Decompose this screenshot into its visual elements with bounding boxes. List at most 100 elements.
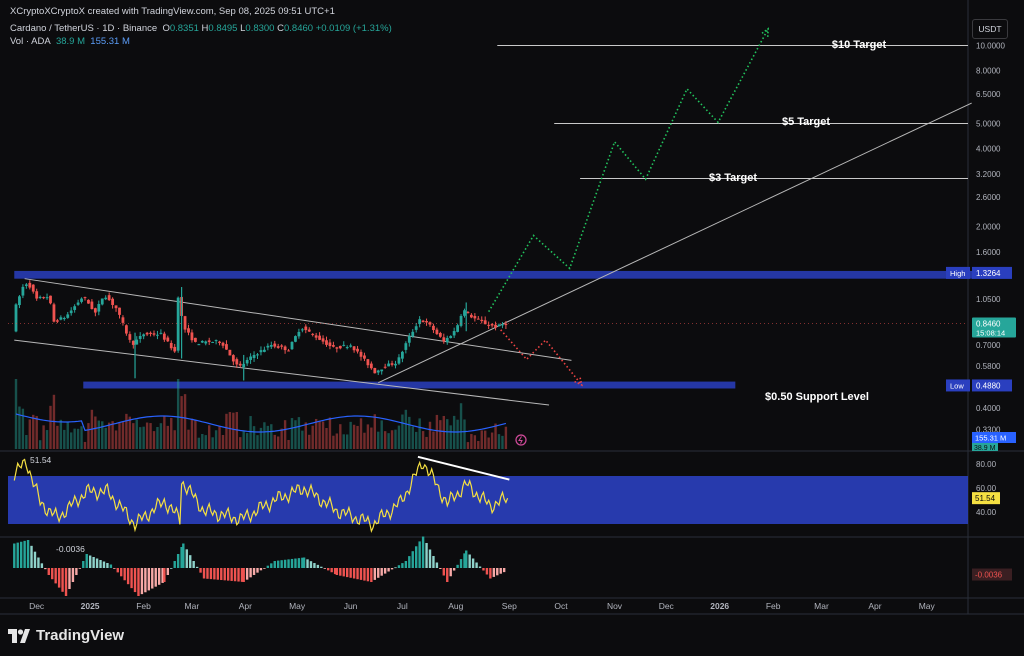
- candle-body: [225, 344, 228, 350]
- candle-body: [114, 305, 118, 309]
- rsi-band: [8, 476, 968, 524]
- price-tick-label: 1.6000: [976, 248, 1001, 257]
- macd-bar: [192, 561, 195, 568]
- volume-bar: [121, 421, 125, 449]
- candle-body: [100, 298, 104, 305]
- volume-bar: [21, 408, 25, 449]
- price-tick-label: 1.0500: [976, 295, 1001, 304]
- macd-bar: [421, 536, 425, 568]
- volume-bar: [439, 420, 442, 449]
- price-tick-label: 0.7000: [976, 341, 1001, 350]
- candle-body: [325, 340, 328, 345]
- candle-body: [121, 317, 125, 323]
- macd-bar: [432, 556, 435, 568]
- zone-value-label: 1.3264: [976, 269, 1001, 278]
- volume-bar: [218, 425, 221, 449]
- candle-body: [59, 317, 63, 320]
- ohlc-low-label: L: [240, 23, 246, 34]
- macd-bar: [390, 568, 394, 570]
- candle-body: [397, 357, 401, 364]
- rsi-value-tag-label: 51.54: [975, 494, 996, 503]
- macd-bar: [220, 568, 223, 581]
- macd-bar: [411, 551, 414, 568]
- volume-bar: [104, 427, 107, 449]
- zone-value-label: 0.4880: [976, 381, 1001, 390]
- macd-bar: [301, 557, 304, 568]
- currency-button[interactable]: USDT: [972, 19, 1008, 39]
- candle-body: [332, 345, 335, 347]
- tradingview-logo[interactable]: TradingView: [8, 627, 124, 644]
- macd-bar: [359, 568, 363, 580]
- macd-bar: [297, 558, 301, 568]
- macd-bar: [356, 568, 359, 580]
- volume-bar: [377, 431, 380, 449]
- candle-body: [93, 308, 97, 313]
- candle-body: [380, 369, 384, 372]
- candle-body: [162, 333, 166, 340]
- macd-bar: [245, 568, 249, 580]
- macd-bar: [459, 559, 463, 568]
- macd-bar: [176, 554, 180, 568]
- macd-bar: [335, 568, 339, 575]
- candle-body: [173, 346, 177, 352]
- volume-bar: [390, 430, 394, 449]
- volume-bar: [501, 435, 504, 449]
- time-tick-label: Apr: [868, 601, 881, 611]
- candle-body: [183, 316, 187, 330]
- price-tick-label: 0.4000: [976, 404, 1001, 413]
- price-tick-label: 3.2000: [976, 170, 1001, 179]
- candle-body: [125, 325, 128, 334]
- macd-bar: [147, 568, 151, 591]
- ohlc-low: 0.8300: [245, 23, 275, 34]
- volume-bar: [101, 421, 104, 449]
- volume-bar: [139, 427, 142, 449]
- volume-bar: [228, 412, 232, 449]
- candle-body: [256, 354, 259, 356]
- volume-bar: [38, 440, 42, 449]
- macd-bar: [306, 559, 309, 568]
- candle-body: [259, 350, 263, 353]
- macd-bar: [95, 558, 99, 568]
- volume-bar: [208, 425, 211, 449]
- volume-bar: [301, 430, 304, 449]
- candle-body: [62, 318, 66, 320]
- volume-bar: [363, 432, 366, 449]
- volume-bar: [487, 437, 490, 449]
- macd-bar: [273, 561, 276, 568]
- volume-label: Vol · ADA: [10, 36, 51, 47]
- candle-body: [80, 298, 83, 302]
- volume-bar: [273, 434, 276, 449]
- ohlc-close: 0.8460: [283, 23, 314, 34]
- candle-body: [314, 335, 318, 338]
- volume-bar: [94, 416, 97, 449]
- macd-bar: [475, 562, 478, 568]
- volume-bar: [32, 414, 35, 449]
- time-tick-label: 2026: [710, 601, 729, 611]
- candle-body: [414, 326, 418, 330]
- volume-bar: [421, 431, 425, 449]
- macd-bar: [182, 543, 185, 568]
- volume-bar: [435, 414, 439, 449]
- macd-bar: [154, 568, 157, 587]
- macd-bar: [120, 568, 123, 577]
- volume-bar: [211, 437, 214, 449]
- volume-bar: [35, 416, 38, 449]
- candle-body: [187, 328, 190, 333]
- candle-body: [352, 346, 356, 351]
- candle-body: [128, 334, 132, 340]
- macd-bar: [482, 568, 485, 571]
- countdown-label: 15:08:14: [976, 329, 1005, 338]
- volume-bar: [294, 420, 297, 449]
- time-tick-label: Feb: [766, 601, 781, 611]
- zone-name-label: Low: [950, 381, 964, 390]
- volume-bar: [204, 435, 207, 449]
- candle-body: [366, 359, 370, 366]
- candle-body: [335, 347, 339, 349]
- macd-bar: [109, 564, 113, 568]
- volume-bar: [42, 425, 45, 449]
- volume-bar: [370, 427, 373, 449]
- price-tick-label: 8.0000: [976, 67, 1001, 76]
- rsi-tick-label: 60.00: [976, 484, 997, 493]
- bearish-projection: [500, 329, 583, 386]
